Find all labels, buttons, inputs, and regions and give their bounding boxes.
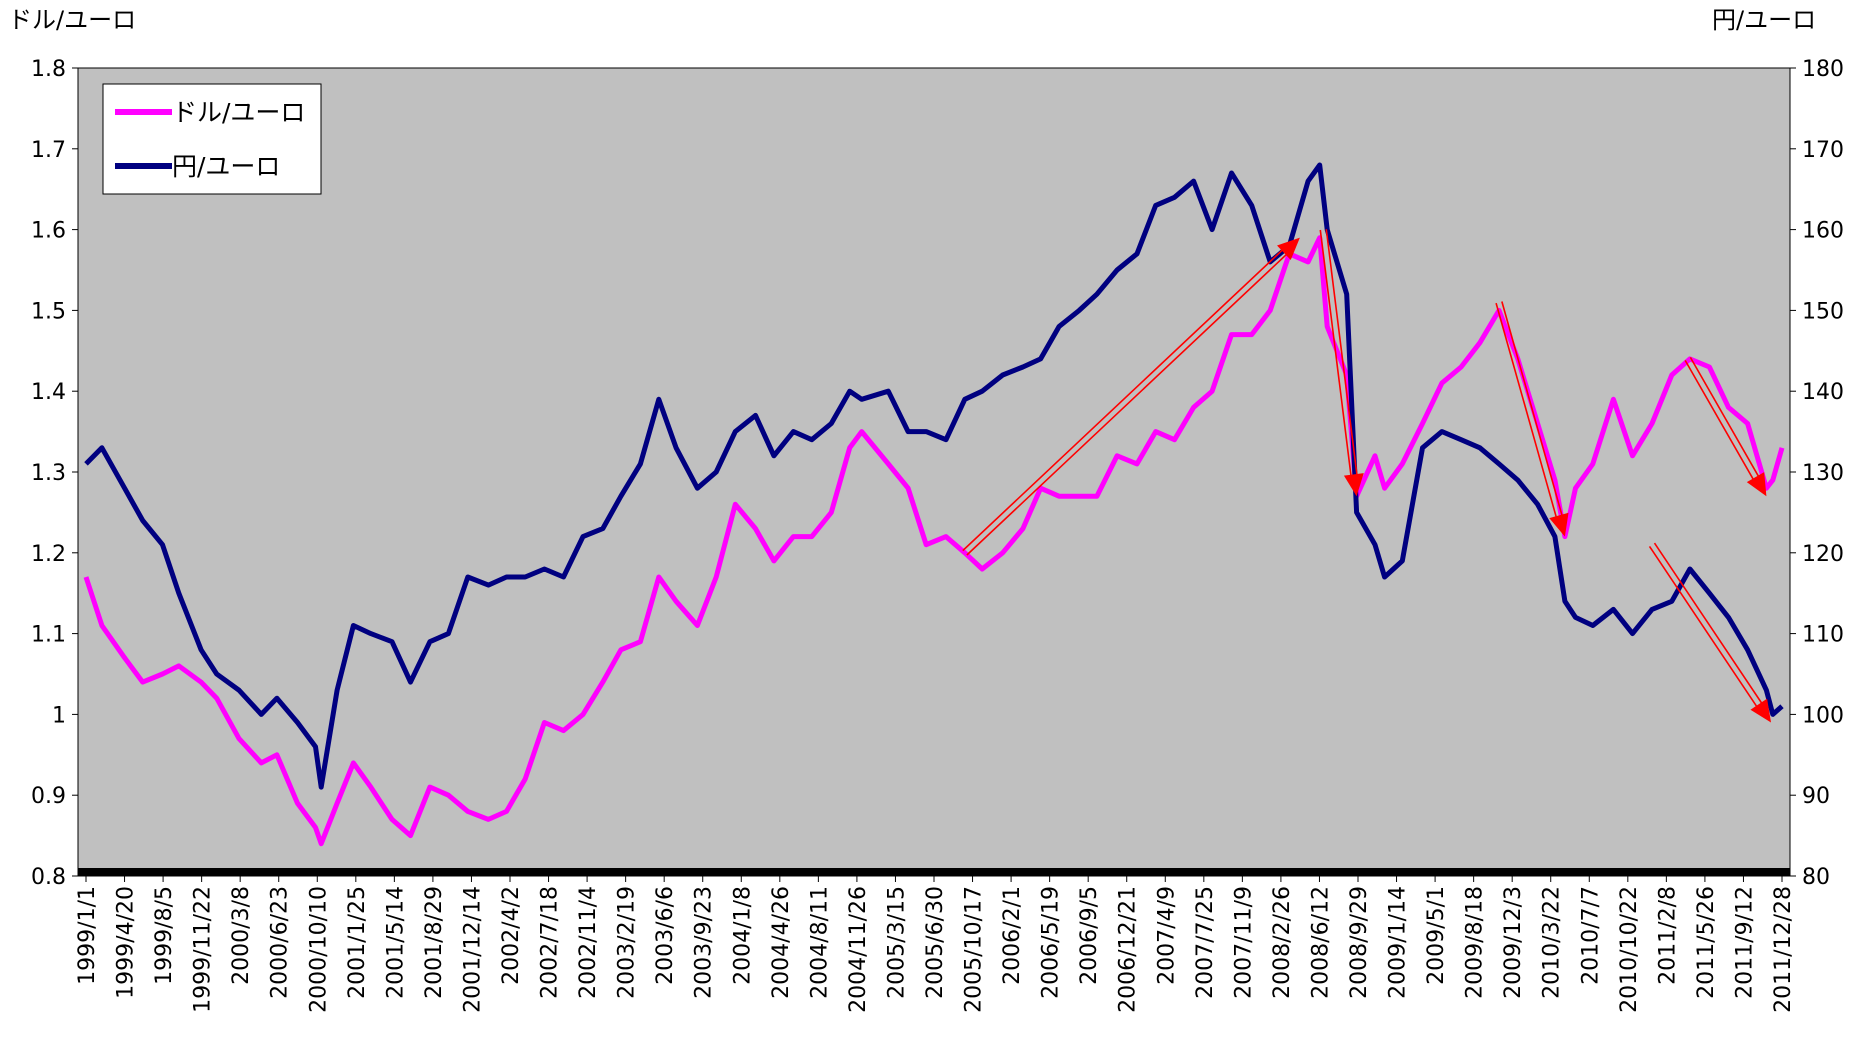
left-tick-label: 1.3 xyxy=(31,461,66,486)
left-tick-label: 1.7 xyxy=(31,138,66,163)
x-tick-label: 2007/11/9 xyxy=(1231,886,1256,999)
left-axis: 0.8 0.9 1 1.1 1.2 1.3 1.4 1.5 1.6 1.7 1.8 xyxy=(31,57,78,890)
trend-arrowhead xyxy=(1750,698,1772,723)
x-tick-label: 2008/6/12 xyxy=(1308,886,1333,999)
left-tick-label: 1 xyxy=(52,703,66,728)
x-tick-label: 2010/3/22 xyxy=(1540,886,1565,999)
x-tick-label: 2000/3/8 xyxy=(229,886,254,985)
right-axis-title: 円/ユーロ xyxy=(1712,6,1816,34)
trend-arrow-line xyxy=(1325,229,1360,487)
x-tick-label: 2001/5/14 xyxy=(383,886,408,999)
x-tick-label: 2000/10/10 xyxy=(306,886,331,1013)
trend-arrow-line xyxy=(1689,356,1765,487)
trend-arrow-line xyxy=(962,241,1292,552)
trend-arrowhead xyxy=(1549,512,1569,537)
left-tick-label: 0.9 xyxy=(31,784,66,809)
x-tick-label: 1999/11/22 xyxy=(191,886,216,1013)
x-tick-label: 2009/12/3 xyxy=(1501,886,1526,999)
x-axis-bar xyxy=(78,868,1790,876)
left-tick-label: 1.8 xyxy=(31,57,66,82)
right-tick-label: 110 xyxy=(1802,623,1844,648)
x-tick-label: 2004/8/11 xyxy=(807,886,832,999)
right-tick-label: 120 xyxy=(1802,542,1844,567)
trend-arrowhead xyxy=(1277,237,1300,261)
x-tick-label: 2011/12/28 xyxy=(1771,886,1796,1013)
x-tick-label: 2004/1/8 xyxy=(730,886,755,985)
x-tick-label: 2005/6/30 xyxy=(923,886,948,999)
left-tick-label: 1.2 xyxy=(31,542,66,567)
right-tick-label: 140 xyxy=(1802,380,1844,405)
legend-label-jpy-eur: 円/ユーロ xyxy=(172,152,280,181)
right-tick-label: 90 xyxy=(1802,784,1830,809)
left-tick-label: 1.4 xyxy=(31,380,66,405)
trend-arrow-line xyxy=(1684,359,1760,490)
x-tick-label: 2004/11/26 xyxy=(846,886,871,1013)
trend-arrow-line xyxy=(1495,302,1561,529)
left-tick-label: 1.1 xyxy=(31,623,66,648)
x-tick-label: 2008/2/26 xyxy=(1270,886,1295,999)
x-tick-label: 2005/3/15 xyxy=(884,886,909,999)
x-tick-label: 2001/1/25 xyxy=(345,886,370,999)
right-tick-label: 150 xyxy=(1802,299,1844,324)
x-tick-label: 2009/8/18 xyxy=(1463,886,1488,999)
trend-arrowhead xyxy=(1343,473,1364,497)
x-tick-label: 2009/1/14 xyxy=(1386,886,1411,999)
right-tick-label: 160 xyxy=(1802,219,1844,244)
x-tick-label: 2001/12/14 xyxy=(460,886,485,1013)
right-tick-label: 170 xyxy=(1802,138,1844,163)
trend-arrow-line xyxy=(1501,301,1566,527)
trend-arrow-line xyxy=(966,246,1296,556)
left-tick-label: 1.5 xyxy=(31,299,66,324)
legend-label-usd-eur: ドル/ユーロ xyxy=(172,98,305,127)
right-tick-label: 180 xyxy=(1802,57,1844,82)
left-tick-label: 1.6 xyxy=(31,219,66,244)
x-axis: 1999/1/1 1999/4/20 1999/8/5 1999/11/22 2000/… xyxy=(75,876,1796,1013)
legend-box xyxy=(102,83,322,195)
x-tick-label: 2002/7/18 xyxy=(538,886,563,999)
left-axis-title: ドル/ユーロ xyxy=(8,6,136,34)
x-tick-label: 2005/10/17 xyxy=(962,886,987,1013)
right-axis: 80 90 100 110 120 130 140 150 160 170 180 xyxy=(1790,57,1844,890)
trend-arrow-line xyxy=(1648,545,1764,717)
right-tick-label: 130 xyxy=(1802,461,1844,486)
trend-arrow-line xyxy=(1653,542,1769,713)
x-tick-label: 2006/9/5 xyxy=(1077,886,1102,985)
x-tick-label: 1999/4/20 xyxy=(114,886,139,999)
x-tick-label: 2004/4/26 xyxy=(769,886,794,999)
right-tick-label: 100 xyxy=(1802,703,1844,728)
jpy-eur-series-line xyxy=(84,162,1784,790)
x-tick-label: 2011/5/26 xyxy=(1694,886,1719,999)
right-tick-label: 80 xyxy=(1802,865,1830,890)
x-tick-label: 2010/7/7 xyxy=(1578,886,1603,985)
x-tick-label: 2008/9/29 xyxy=(1347,886,1372,999)
x-tick-label: 2006/12/21 xyxy=(1116,886,1141,1013)
x-tick-label: 2000/6/23 xyxy=(268,886,293,999)
x-tick-label: 2001/8/29 xyxy=(422,886,447,999)
x-tick-label: 2011/2/8 xyxy=(1655,886,1680,985)
x-tick-label: 2007/7/25 xyxy=(1193,886,1218,999)
x-tick-label: 1999/1/1 xyxy=(75,886,100,985)
trend-arrowhead xyxy=(1746,472,1767,497)
plot-area xyxy=(77,67,1791,877)
x-tick-label: 2007/4/9 xyxy=(1154,886,1179,985)
x-tick-label: 2011/9/12 xyxy=(1732,886,1757,999)
x-tick-label: 2003/9/23 xyxy=(692,886,717,999)
left-tick-label: 0.8 xyxy=(31,865,66,890)
x-tick-label: 1999/8/5 xyxy=(152,886,177,985)
x-tick-label: 2003/6/6 xyxy=(653,886,678,985)
x-tick-label: 2002/11/4 xyxy=(576,886,601,999)
x-tick-label: 2010/10/22 xyxy=(1617,886,1642,1013)
annotation-layer xyxy=(962,229,1772,723)
x-tick-label: 2006/5/19 xyxy=(1039,886,1064,999)
x-tick-label: 2002/4/2 xyxy=(499,886,524,985)
legend: ドル/ユーロ 円/ユーロ xyxy=(102,83,322,195)
trend-arrow-line xyxy=(1319,229,1354,487)
x-tick-label: 2009/5/1 xyxy=(1424,886,1449,985)
x-tick-label: 2006/2/1 xyxy=(1000,886,1025,985)
x-tick-label: 2003/2/19 xyxy=(615,886,640,999)
